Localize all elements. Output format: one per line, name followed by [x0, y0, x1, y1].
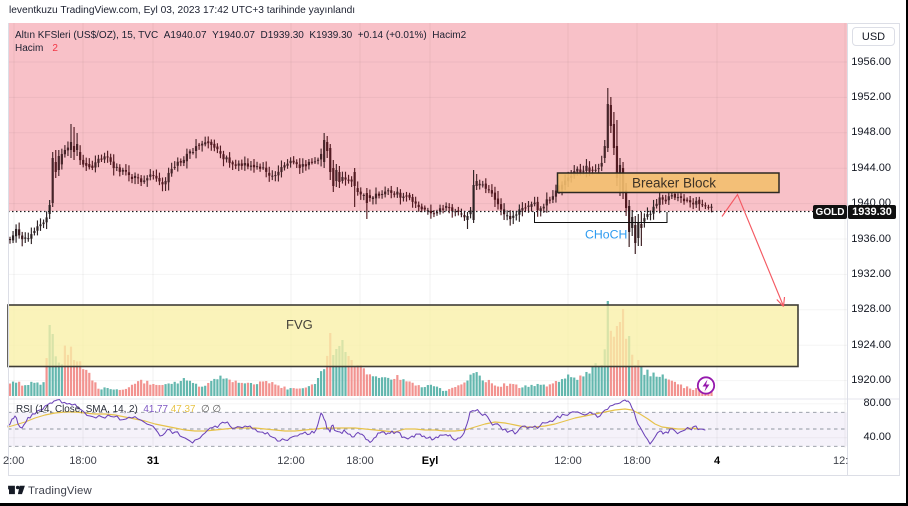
svg-text:CHoCH: CHoCH	[585, 228, 627, 242]
svg-text:Breaker Block: Breaker Block	[632, 176, 716, 191]
svg-text:FVG: FVG	[286, 317, 313, 332]
